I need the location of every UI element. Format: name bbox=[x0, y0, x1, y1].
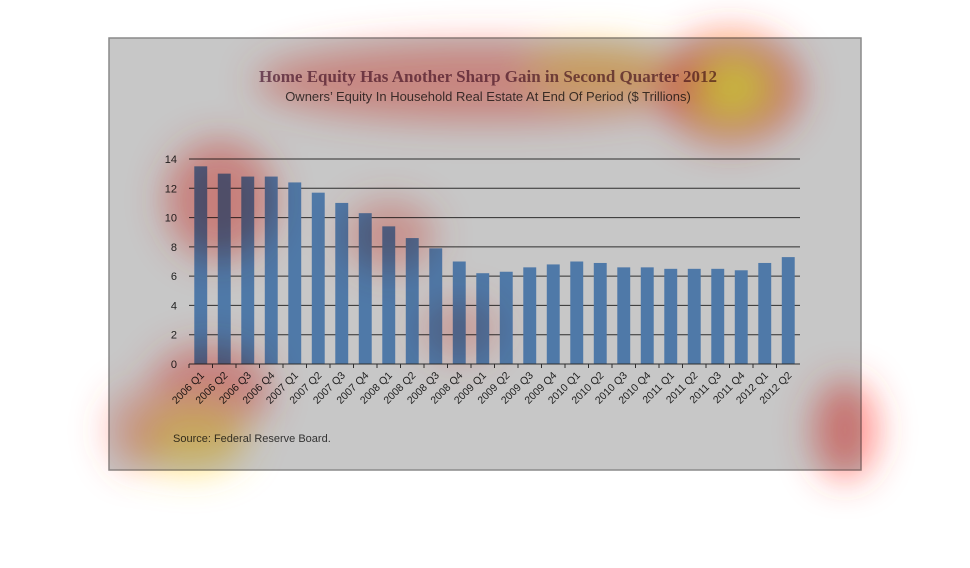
heatmap-overlay bbox=[107, 33, 877, 480]
bar bbox=[758, 262, 772, 364]
bar bbox=[335, 202, 349, 364]
bar bbox=[687, 268, 701, 364]
bar bbox=[617, 267, 631, 364]
bar bbox=[311, 192, 325, 364]
bar bbox=[734, 270, 748, 364]
bar bbox=[570, 261, 584, 364]
bar bbox=[523, 267, 537, 364]
bar bbox=[288, 182, 302, 364]
y-tick-label: 8 bbox=[171, 242, 177, 254]
y-tick-label: 2 bbox=[171, 330, 177, 342]
bar bbox=[499, 271, 513, 364]
y-tick-label: 6 bbox=[171, 271, 177, 283]
bar bbox=[640, 267, 654, 364]
bar bbox=[593, 262, 607, 364]
y-tick-label: 4 bbox=[171, 300, 177, 312]
bar bbox=[664, 268, 678, 364]
bar bbox=[711, 268, 725, 364]
bar bbox=[405, 238, 419, 364]
bar bbox=[781, 257, 795, 364]
y-tick-label: 14 bbox=[165, 154, 177, 166]
bar bbox=[546, 264, 560, 364]
